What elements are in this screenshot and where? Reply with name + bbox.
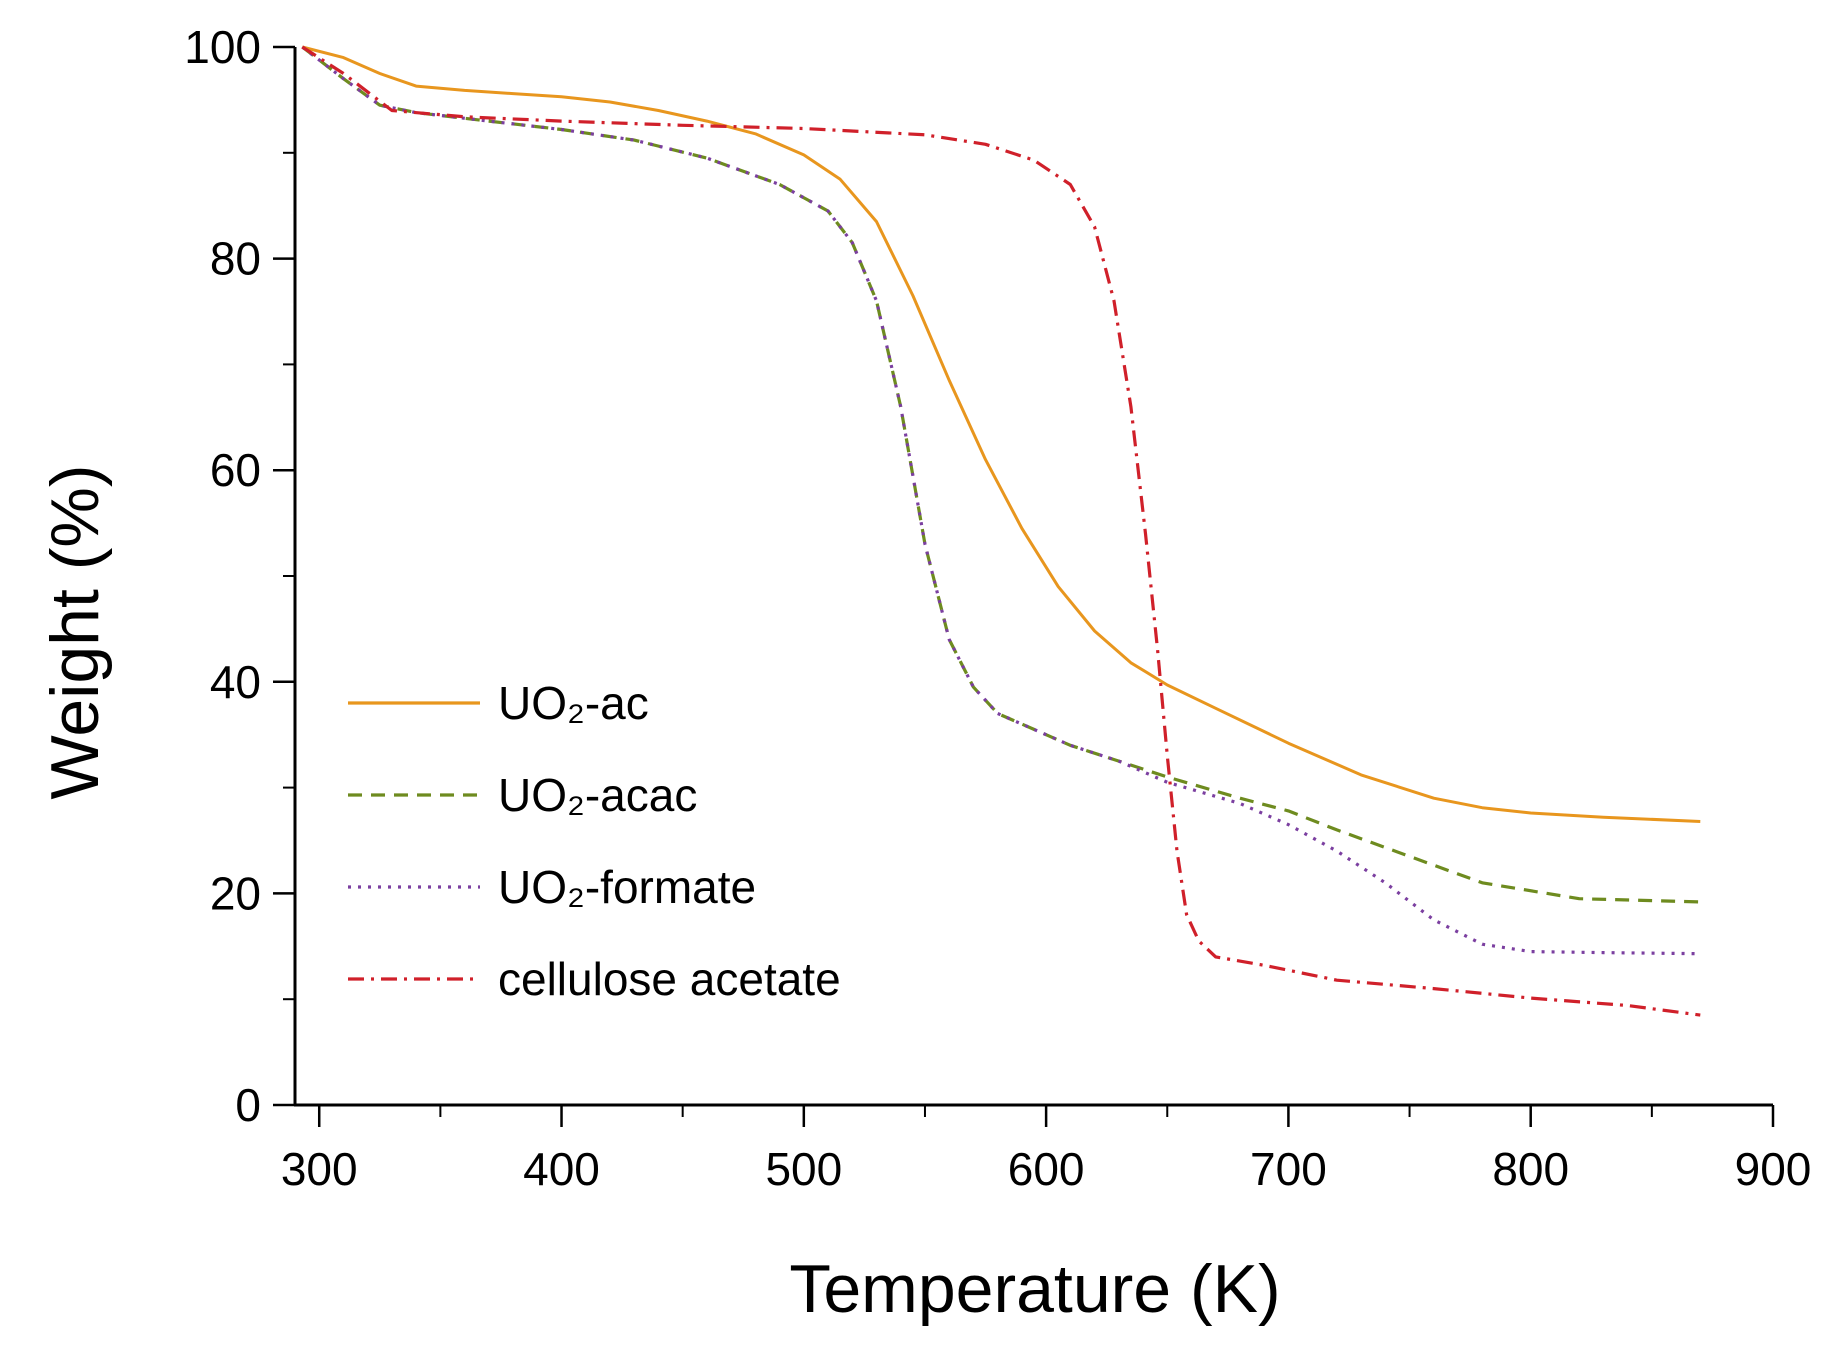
y-tick-label: 20 — [210, 867, 261, 919]
legend-label: UO₂-formate — [498, 861, 756, 913]
x-tick-label: 700 — [1250, 1143, 1327, 1195]
series-line-1 — [301, 45, 1701, 904]
axes: 300 400 500 600 700 800 900 0 20 40 60 80 100 — [184, 21, 1811, 1195]
x-tick-label: 300 — [281, 1143, 358, 1195]
series-lines — [301, 45, 1701, 1017]
x-tick-label: 400 — [523, 1143, 600, 1195]
series-line-3 — [301, 45, 1701, 1017]
y-tick-label: 100 — [184, 21, 261, 73]
legend: UO₂-ac UO₂-acac UO₂-formate cellulose aceta… — [348, 677, 841, 1005]
y-axis-title: Weight (%) — [37, 464, 113, 799]
series-line-0 — [301, 45, 1701, 823]
x-axis-title: Temperature (K) — [789, 1251, 1280, 1327]
x-tick-label: 800 — [1492, 1143, 1569, 1195]
y-tick-label: 40 — [210, 656, 261, 708]
y-tick-label: 0 — [235, 1079, 261, 1131]
x-tick-label: 600 — [1008, 1143, 1085, 1195]
y-tick-label: 60 — [210, 444, 261, 496]
legend-label: cellulose acetate — [498, 953, 841, 1005]
x-tick-label: 900 — [1735, 1143, 1812, 1195]
legend-label: UO₂-acac — [498, 769, 697, 821]
legend-label: UO₂-ac — [498, 677, 649, 729]
x-tick-label: 500 — [765, 1143, 842, 1195]
y-tick-label: 80 — [210, 233, 261, 285]
